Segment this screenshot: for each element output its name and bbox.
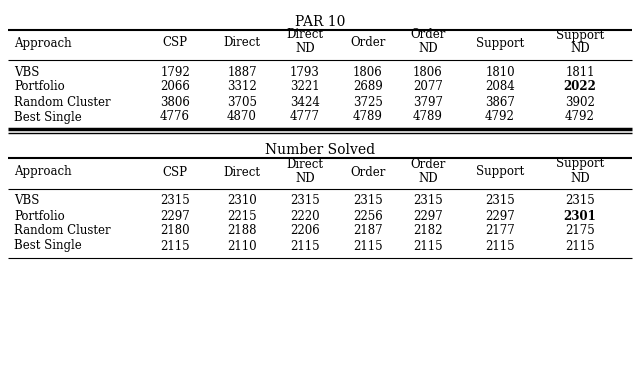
Text: 2297: 2297 [160, 209, 190, 223]
Text: 2315: 2315 [485, 195, 515, 207]
Text: 1806: 1806 [353, 66, 383, 78]
Text: 2022: 2022 [564, 80, 596, 94]
Text: ND: ND [418, 43, 438, 55]
Text: VBS: VBS [14, 66, 40, 78]
Text: Approach: Approach [14, 165, 72, 179]
Text: 2297: 2297 [485, 209, 515, 223]
Text: 3312: 3312 [227, 80, 257, 94]
Text: Direct: Direct [223, 37, 260, 50]
Text: 2175: 2175 [565, 225, 595, 238]
Text: 1811: 1811 [565, 66, 595, 78]
Text: ND: ND [570, 172, 590, 184]
Text: 2315: 2315 [290, 195, 320, 207]
Text: 2182: 2182 [413, 225, 443, 238]
Text: 3725: 3725 [353, 96, 383, 108]
Text: 2115: 2115 [160, 239, 190, 252]
Text: 1806: 1806 [413, 66, 443, 78]
Text: 2220: 2220 [290, 209, 320, 223]
Text: 3221: 3221 [290, 80, 320, 94]
Text: Random Cluster: Random Cluster [14, 225, 111, 238]
Text: 4777: 4777 [290, 110, 320, 124]
Text: 3705: 3705 [227, 96, 257, 108]
Text: 4792: 4792 [485, 110, 515, 124]
Text: 1887: 1887 [227, 66, 257, 78]
Text: 2115: 2115 [353, 239, 383, 252]
Text: 2301: 2301 [564, 209, 596, 223]
Text: 2256: 2256 [353, 209, 383, 223]
Text: 1793: 1793 [290, 66, 320, 78]
Text: Order: Order [350, 165, 386, 179]
Text: 4789: 4789 [413, 110, 443, 124]
Text: PAR 10: PAR 10 [295, 15, 345, 29]
Text: Direct: Direct [287, 158, 323, 170]
Text: Best Single: Best Single [14, 110, 82, 124]
Text: Support: Support [476, 37, 524, 50]
Text: 2297: 2297 [413, 209, 443, 223]
Text: Order: Order [350, 37, 386, 50]
Text: Support: Support [476, 165, 524, 179]
Text: 3797: 3797 [413, 96, 443, 108]
Text: 3902: 3902 [565, 96, 595, 108]
Text: 2177: 2177 [485, 225, 515, 238]
Text: ND: ND [418, 172, 438, 184]
Text: 4776: 4776 [160, 110, 190, 124]
Text: 3806: 3806 [160, 96, 190, 108]
Text: Random Cluster: Random Cluster [14, 96, 111, 108]
Text: ND: ND [295, 43, 315, 55]
Text: Portfolio: Portfolio [14, 209, 65, 223]
Text: 3867: 3867 [485, 96, 515, 108]
Text: Portfolio: Portfolio [14, 80, 65, 94]
Text: 4789: 4789 [353, 110, 383, 124]
Text: 2115: 2115 [485, 239, 515, 252]
Text: 2689: 2689 [353, 80, 383, 94]
Text: 2115: 2115 [290, 239, 320, 252]
Text: CSP: CSP [163, 165, 188, 179]
Text: 2187: 2187 [353, 225, 383, 238]
Text: 1810: 1810 [485, 66, 515, 78]
Text: 2315: 2315 [565, 195, 595, 207]
Text: 2206: 2206 [290, 225, 320, 238]
Text: 2115: 2115 [413, 239, 443, 252]
Text: 2084: 2084 [485, 80, 515, 94]
Text: 2315: 2315 [160, 195, 190, 207]
Text: 2066: 2066 [160, 80, 190, 94]
Text: 2077: 2077 [413, 80, 443, 94]
Text: Direct: Direct [223, 165, 260, 179]
Text: 2110: 2110 [227, 239, 257, 252]
Text: Order: Order [410, 28, 445, 41]
Text: Number Solved: Number Solved [265, 143, 375, 157]
Text: Support: Support [556, 158, 604, 170]
Text: Order: Order [410, 158, 445, 170]
Text: VBS: VBS [14, 195, 40, 207]
Text: 2310: 2310 [227, 195, 257, 207]
Text: ND: ND [295, 172, 315, 184]
Text: ND: ND [570, 43, 590, 55]
Text: 4870: 4870 [227, 110, 257, 124]
Text: CSP: CSP [163, 37, 188, 50]
Text: 4792: 4792 [565, 110, 595, 124]
Text: Direct: Direct [287, 28, 323, 41]
Text: 2315: 2315 [413, 195, 443, 207]
Text: Support: Support [556, 28, 604, 41]
Text: 2180: 2180 [160, 225, 190, 238]
Text: 2188: 2188 [227, 225, 257, 238]
Text: 2215: 2215 [227, 209, 257, 223]
Text: 1792: 1792 [160, 66, 190, 78]
Text: 2315: 2315 [353, 195, 383, 207]
Text: Approach: Approach [14, 37, 72, 50]
Text: 2115: 2115 [565, 239, 595, 252]
Text: Best Single: Best Single [14, 239, 82, 252]
Text: 3424: 3424 [290, 96, 320, 108]
